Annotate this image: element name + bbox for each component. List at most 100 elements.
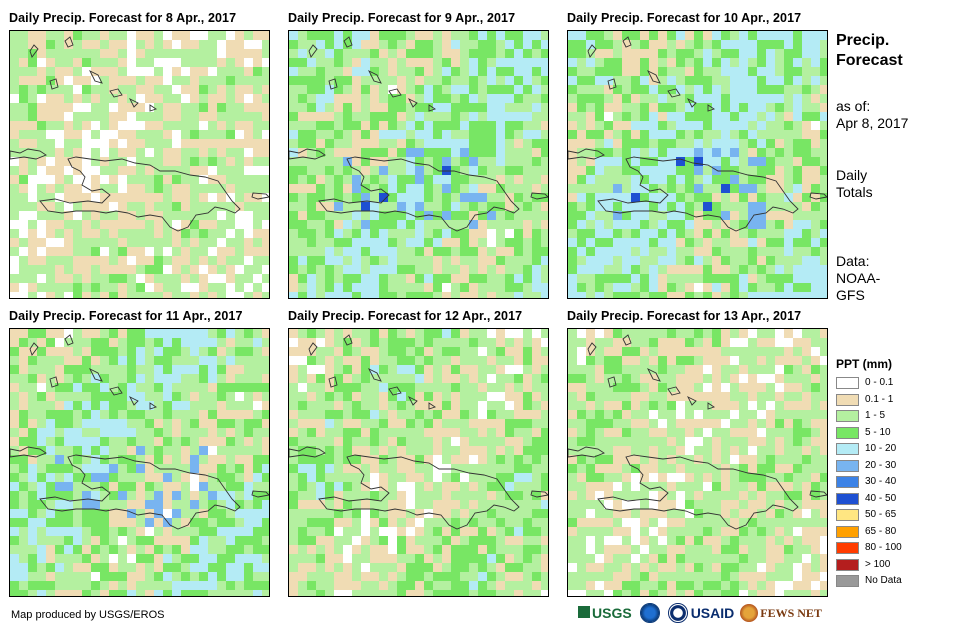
precip-cell	[730, 49, 739, 58]
precip-cell	[154, 329, 163, 338]
precip-cell	[352, 545, 361, 554]
precip-cell	[433, 121, 442, 130]
precip-cell	[766, 518, 775, 527]
precip-cell	[253, 410, 262, 419]
precip-cell	[451, 211, 460, 220]
precip-cell	[397, 410, 406, 419]
precip-cell	[523, 265, 532, 274]
precip-cell	[361, 365, 370, 374]
precip-cell	[505, 265, 514, 274]
precip-cell	[343, 202, 352, 211]
precip-cell	[109, 572, 118, 581]
precip-cell	[118, 40, 127, 49]
precip-cell	[469, 40, 478, 49]
precip-cell	[649, 157, 658, 166]
precip-cell	[505, 157, 514, 166]
precip-cell	[721, 455, 730, 464]
precip-cell	[802, 383, 811, 392]
precip-cell	[370, 148, 379, 157]
precip-cell	[352, 229, 361, 238]
precip-cell	[532, 455, 541, 464]
precip-cell	[208, 220, 217, 229]
precip-cell	[676, 220, 685, 229]
precip-cell	[37, 491, 46, 500]
precip-cell	[721, 292, 730, 298]
precip-cell	[325, 527, 334, 536]
precip-cell	[199, 40, 208, 49]
precip-cell	[388, 193, 397, 202]
precip-cell	[532, 419, 541, 428]
precip-cell	[64, 374, 73, 383]
precip-cell	[55, 148, 64, 157]
precip-cell	[496, 419, 505, 428]
precip-cell	[451, 76, 460, 85]
precip-cell	[514, 545, 523, 554]
precip-cell	[442, 572, 451, 581]
precip-cell	[334, 220, 343, 229]
precip-cell	[649, 265, 658, 274]
precip-cell	[631, 121, 640, 130]
precip-cell	[586, 419, 595, 428]
precip-cell	[802, 428, 811, 437]
precip-cell	[406, 428, 415, 437]
precip-cell	[766, 139, 775, 148]
precip-cell	[28, 76, 37, 85]
precip-cell	[334, 437, 343, 446]
precip-cell	[253, 193, 262, 202]
precip-cell	[703, 554, 712, 563]
precip-cell	[460, 130, 469, 139]
precip-cell	[370, 572, 379, 581]
precip-cell	[73, 157, 82, 166]
precip-cell	[325, 148, 334, 157]
precip-cell	[523, 590, 532, 596]
precip-cell	[730, 581, 739, 590]
precip-cell	[658, 374, 667, 383]
precip-cell	[397, 121, 406, 130]
precip-cell	[631, 347, 640, 356]
precip-cell	[334, 581, 343, 590]
precip-cell	[289, 473, 298, 482]
precip-cell	[217, 437, 226, 446]
precip-cell	[469, 103, 478, 112]
precip-cell	[397, 464, 406, 473]
precip-cell	[397, 338, 406, 347]
precip-cell	[244, 175, 253, 184]
precip-cell	[820, 292, 827, 298]
precip-cell	[244, 329, 253, 338]
precip-cell	[190, 410, 199, 419]
precip-cell	[118, 256, 127, 265]
precip-cell	[658, 347, 667, 356]
precip-cell	[217, 464, 226, 473]
precip-cell	[343, 220, 352, 229]
precip-cell	[730, 482, 739, 491]
precip-cell	[397, 85, 406, 94]
panel-title-4: Daily Precip. Forecast for 11 Apr., 2017	[9, 309, 243, 323]
precip-cell	[370, 329, 379, 338]
precip-cell	[55, 365, 64, 374]
precip-cell	[19, 139, 28, 148]
precip-cell	[64, 175, 73, 184]
precip-cell	[478, 31, 487, 40]
totals-line1: Daily	[836, 167, 868, 183]
precip-cell	[568, 85, 577, 94]
precip-cell	[595, 112, 604, 121]
precip-cell	[433, 193, 442, 202]
precip-cell	[460, 166, 469, 175]
precip-cell	[523, 229, 532, 238]
precip-cell	[577, 58, 586, 67]
precip-cell	[235, 283, 244, 292]
precip-cell	[208, 202, 217, 211]
precip-cell	[163, 347, 172, 356]
precip-cell	[667, 184, 676, 193]
precip-cell	[496, 121, 505, 130]
precip-cell	[640, 482, 649, 491]
precip-cell	[532, 365, 541, 374]
precip-cell	[766, 329, 775, 338]
precip-cell	[721, 581, 730, 590]
precip-cell	[766, 121, 775, 130]
precip-cell	[19, 274, 28, 283]
precip-cell	[469, 283, 478, 292]
precip-cell	[235, 356, 244, 365]
precip-cell	[37, 500, 46, 509]
precip-cell	[568, 265, 577, 274]
